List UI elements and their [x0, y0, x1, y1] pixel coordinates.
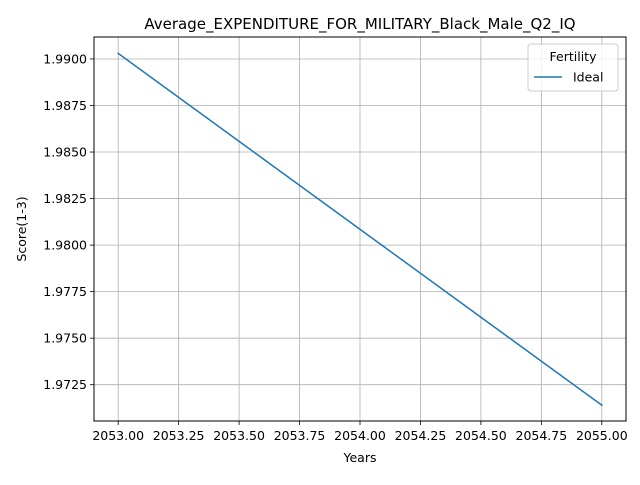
y-tick-label: 1.9750	[43, 331, 87, 346]
x-axis-label: Years	[343, 450, 377, 465]
y-axis-ticks: 1.9725 1.9750 1.9775 1.9800 1.9825 1.9850 1.98…	[43, 51, 94, 392]
y-tick-label: 1.9725	[43, 377, 87, 392]
x-tick-label: 2053.25	[153, 428, 205, 443]
y-tick-label: 1.9800	[43, 238, 87, 253]
x-tick-label: 2053.75	[274, 428, 326, 443]
y-tick-label: 1.9900	[43, 51, 87, 66]
x-tick-label: 2053.50	[213, 428, 265, 443]
legend: Fertility Ideal	[528, 44, 618, 91]
legend-entry-label: Ideal	[573, 70, 603, 85]
y-tick-label: 1.9850	[43, 145, 87, 160]
y-tick-label: 1.9825	[43, 191, 87, 206]
y-tick-label: 1.9775	[43, 284, 87, 299]
y-axis-label: Score(1-3)	[14, 196, 29, 261]
x-tick-label: 2054.50	[455, 428, 507, 443]
x-tick-label: 2054.00	[334, 428, 386, 443]
chart-title: Average_EXPENDITURE_FOR_MILITARY_Black_M…	[144, 15, 575, 34]
x-tick-label: 2054.75	[516, 428, 568, 443]
x-tick-label: 2055.00	[576, 428, 628, 443]
x-tick-label: 2053.00	[92, 428, 144, 443]
x-axis-ticks: 2053.00 2053.25 2053.50 2053.75 2054.00 2054.…	[92, 421, 627, 443]
legend-title: Fertility	[550, 49, 598, 64]
x-tick-label: 2054.25	[395, 428, 447, 443]
y-tick-label: 1.9875	[43, 98, 87, 113]
